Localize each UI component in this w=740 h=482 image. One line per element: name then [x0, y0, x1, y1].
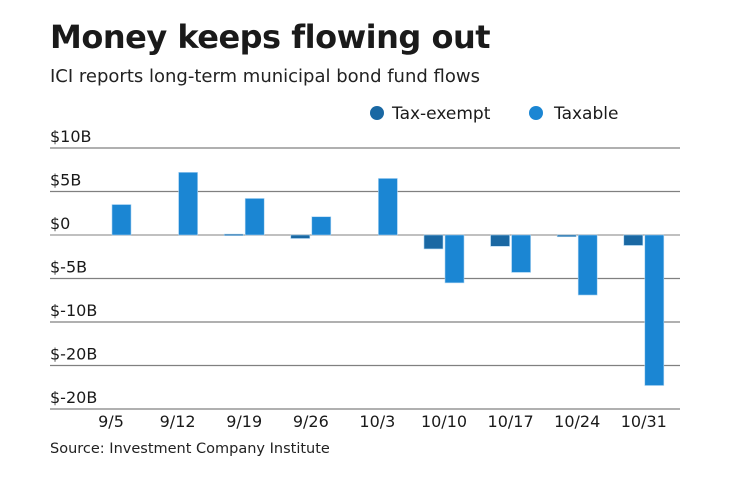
bar-taxable-9-12: [178, 172, 198, 236]
bar-tax-exempt-10-24: [556, 234, 577, 238]
bar-taxable-10-24: [577, 234, 598, 296]
source-note: Source: Investment Company Institute: [50, 441, 330, 457]
y-tick-label: $-5B: [50, 258, 87, 277]
x-tick-label: 9/19: [226, 412, 262, 431]
bar-tax-exempt-10-31: [623, 234, 644, 246]
y-tick-label: $-10B: [50, 301, 97, 320]
x-tick-label: 9/5: [98, 412, 124, 431]
y-tick-label: $-20B: [50, 345, 97, 364]
x-tick-label: 10/3: [359, 412, 395, 431]
legend: Tax-exempt Taxable: [370, 104, 618, 124]
legend-marker-tax-exempt: [370, 106, 384, 120]
bar-taxable-9-5: [111, 204, 132, 236]
bar-taxable-10-3: [378, 178, 398, 236]
bar-tax-exempt-10-17: [490, 234, 510, 247]
bar-tax-exempt-9-26: [290, 234, 311, 239]
chart-subtitle: ICI reports long-term municipal bond fun…: [50, 66, 480, 87]
bar-taxable-9-26: [311, 216, 332, 236]
chart-title: Money keeps flowing out: [50, 18, 491, 56]
x-tick-label: 9/26: [293, 412, 329, 431]
legend-label-tax-exempt: Tax-exempt: [391, 104, 491, 124]
y-tick-label: $5B: [50, 171, 81, 190]
x-tick-label: 10/31: [621, 412, 667, 431]
legend-label-taxable: Taxable: [553, 104, 618, 124]
y-tick-label: $10B: [50, 127, 92, 146]
bar-tax-exempt-9-19: [223, 233, 244, 236]
x-tick-label: 10/17: [488, 412, 534, 431]
y-tick-label: $0: [50, 214, 70, 233]
bar-taxable-10-10: [444, 234, 465, 284]
bar-taxable-10-17: [511, 234, 531, 273]
bar-taxable-9-19: [244, 198, 265, 236]
bar-tax-exempt-10-10: [423, 234, 444, 250]
legend-marker-taxable: [529, 106, 543, 120]
y-tick-label: $-20B: [50, 388, 97, 407]
x-tick-label: 10/24: [554, 412, 600, 431]
bar-taxable-10-31: [644, 234, 665, 386]
x-tick-label: 9/12: [160, 412, 196, 431]
x-tick-label: 10/10: [421, 412, 467, 431]
